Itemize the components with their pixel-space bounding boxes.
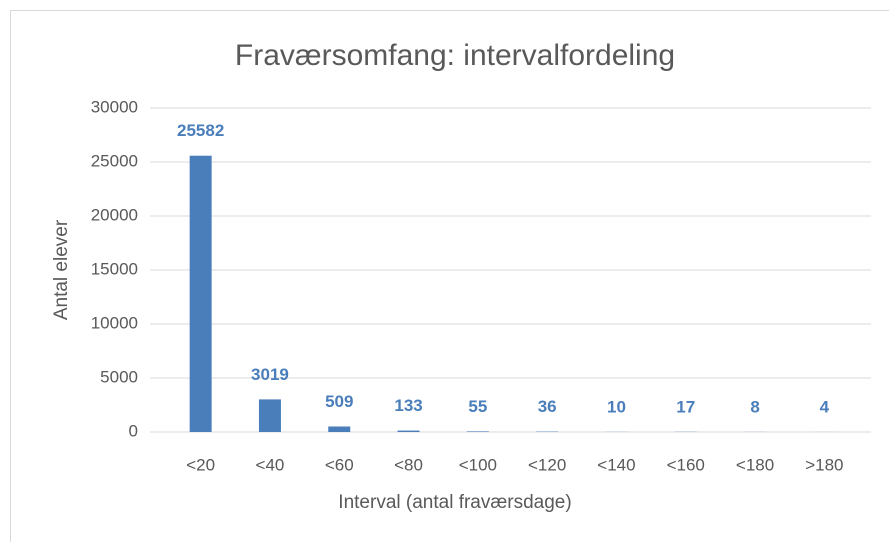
data-label: 25582 [177, 121, 224, 140]
x-tick-label: <180 [736, 455, 774, 474]
data-label: 36 [538, 397, 557, 416]
x-tick-label: <160 [667, 455, 705, 474]
y-axis-title: Antal elever [51, 219, 72, 320]
bar [397, 430, 420, 432]
bar [328, 426, 351, 432]
data-label: 10 [607, 397, 626, 416]
y-tick-label: 30000 [91, 97, 138, 116]
y-tick-label: 5000 [100, 367, 138, 386]
x-tick-label: <60 [325, 455, 354, 474]
chart-frame [10, 10, 889, 542]
x-tick-label: <140 [597, 455, 635, 474]
chart-title: Fraværsomfang: intervalfordeling [235, 39, 675, 72]
data-label: 133 [394, 396, 422, 415]
y-tick-label: 15000 [91, 259, 138, 278]
x-tick-label: <20 [186, 455, 215, 474]
x-tick-label: <40 [256, 455, 285, 474]
data-label: 55 [468, 397, 487, 416]
y-tick-label: 0 [129, 421, 138, 440]
x-axis-title: Interval (antal fraværsdage) [338, 492, 571, 513]
y-tick-label: 20000 [91, 205, 138, 224]
data-label: 17 [676, 397, 695, 416]
data-label: 8 [750, 397, 759, 416]
bar [466, 431, 489, 432]
data-label: 509 [325, 392, 353, 411]
x-tick-label: <80 [394, 455, 423, 474]
bar [258, 399, 281, 432]
x-tick-label: <100 [459, 455, 497, 474]
data-label: 3019 [251, 365, 289, 384]
x-tick-label: >180 [805, 455, 843, 474]
data-label: 4 [820, 397, 830, 416]
bar [189, 155, 212, 432]
y-tick-label: 25000 [91, 151, 138, 170]
x-tick-label: <120 [528, 455, 566, 474]
y-tick-label: 10000 [91, 313, 138, 332]
